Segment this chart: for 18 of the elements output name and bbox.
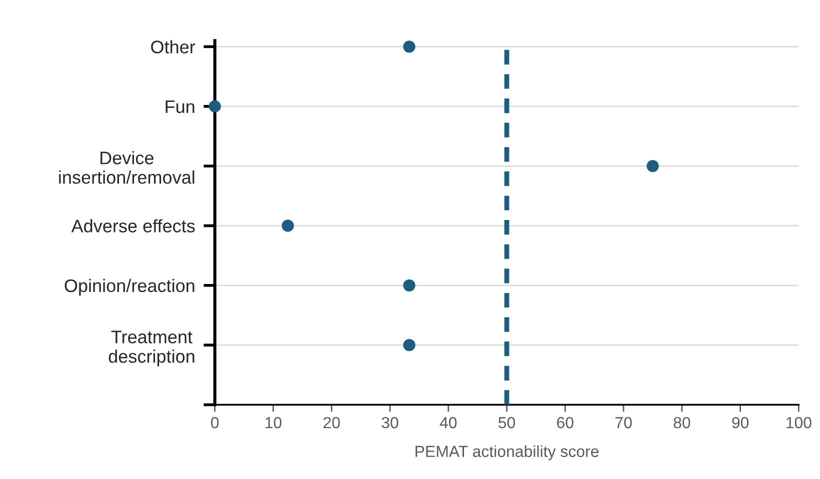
- x-axis-title: PEMAT actionability score: [416, 445, 599, 460]
- y-tick-label: Treatment description: [108, 330, 194, 366]
- x-tick-label: 90: [732, 416, 749, 428]
- x-tick-label: 10: [266, 416, 282, 428]
- y-tick-label: Fun: [166, 100, 194, 114]
- x-tick-label: 40: [440, 416, 457, 428]
- x-tick-label: 100: [786, 416, 812, 428]
- y-tick-label: Adverse effects: [71, 219, 195, 232]
- x-tick-label: 0: [211, 416, 219, 428]
- x-tick-label: 60: [557, 416, 574, 428]
- x-tick-label: 50: [498, 416, 516, 428]
- x-tick-label: 70: [615, 416, 632, 428]
- x-tick-label: 20: [324, 416, 340, 428]
- y-tick-label: Other: [151, 40, 196, 54]
- x-tick-label: 30: [382, 416, 398, 428]
- y-tick-label: Opinion/reaction: [64, 278, 194, 296]
- x-tick-label: 80: [674, 416, 690, 428]
- y-tick-label: Device insertion/removal: [59, 151, 194, 184]
